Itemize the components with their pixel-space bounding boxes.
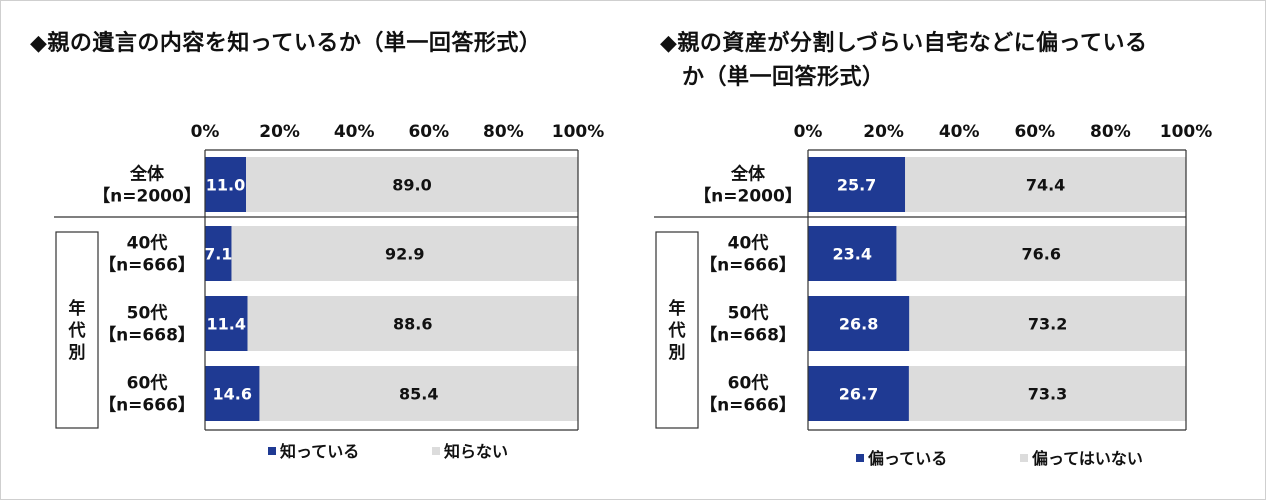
x-tick-label: 40% [939, 122, 980, 142]
group-label-char: 年 [669, 298, 686, 319]
category-sample-size: 【n=668】 [99, 325, 195, 346]
x-tick-label: 60% [408, 122, 449, 142]
legend-swatch [1020, 454, 1028, 462]
x-tick-label: 100% [1160, 122, 1213, 142]
category-label: 50代 [728, 303, 769, 324]
x-tick-label: 20% [259, 122, 300, 142]
chart-svg-right: 0% 20% 40% 60% 80% 100% 年代別 全体【n=2000】 25.7 74.4 4… [654, 122, 1213, 468]
category-sample-size: 【n=666】 [700, 255, 796, 276]
group-label-char: 代 [68, 320, 86, 341]
bar-segment [205, 157, 247, 212]
group-label-box [55, 231, 99, 429]
data-label: 88.6 [393, 315, 432, 334]
legend-swatch [268, 447, 276, 455]
category-sample-size: 【n=666】 [700, 395, 796, 416]
group-label-char: 代 [668, 320, 686, 341]
bar-segment [246, 157, 578, 212]
data-label: 26.8 [839, 315, 878, 334]
data-label: 25.7 [837, 176, 876, 195]
x-tick-label: 60% [1014, 122, 1055, 142]
data-label: 11.0 [206, 176, 245, 195]
x-tick-label: 0% [191, 122, 220, 142]
chart-title: ◆親の遺言の内容を知っているか（単一回答形式） [30, 27, 541, 61]
category-label: 60代 [127, 373, 168, 394]
bar-segment [205, 366, 260, 421]
category-label: 40代 [728, 233, 769, 254]
data-label: 73.2 [1028, 315, 1067, 334]
data-label: 85.4 [399, 385, 438, 404]
chart-title-line: か（単一回答形式） [682, 65, 885, 90]
category-label: 40代 [127, 233, 168, 254]
legend-label: 偏ってはいない [1032, 449, 1143, 468]
data-label: 76.6 [1021, 245, 1060, 264]
data-label: 89.0 [392, 176, 431, 195]
bar-segment [259, 366, 578, 421]
category-sample-size: 【n=2000】 [93, 186, 201, 207]
x-tick-label: 40% [334, 122, 375, 142]
x-tick-label: 80% [1090, 122, 1131, 142]
data-label: 23.4 [832, 245, 871, 264]
group-label-char: 別 [668, 343, 686, 363]
chart-title-line: ◆親の資産が分割しづらい自宅などに偏っている [660, 31, 1148, 56]
legend-label: 知っている [280, 442, 359, 461]
bar-segment [896, 226, 1186, 281]
chart-panel-right: ◆親の資産が分割しづらい自宅などに偏っている か（単一回答形式） 0% 20% 40… [630, 0, 1266, 500]
bar-segment [909, 296, 1186, 351]
category-sample-size: 【n=666】 [99, 255, 195, 276]
category-label: 50代 [127, 303, 168, 324]
bar-segment [908, 366, 1186, 421]
x-tick-label: 80% [483, 122, 524, 142]
data-label: 74.4 [1026, 176, 1065, 195]
category-sample-size: 【n=2000】 [694, 186, 802, 207]
bar-segment [808, 157, 906, 212]
x-tick-label: 20% [863, 122, 904, 142]
group-label: 年代別 [68, 298, 86, 363]
chart-title: ◆親の資産が分割しづらい自宅などに偏っている か（単一回答形式） [660, 27, 1148, 95]
data-label: 26.7 [839, 385, 878, 404]
data-label: 11.4 [207, 315, 246, 334]
legend-swatch [856, 454, 864, 462]
x-tick-label: 100% [552, 122, 605, 142]
chart-panel-left: ◆親の遺言の内容を知っているか（単一回答形式） 0% 20% 40% 60% 80% 10… [0, 0, 620, 500]
category-sample-size: 【n=666】 [99, 395, 195, 416]
data-label: 14.6 [212, 385, 251, 404]
group-label-box [655, 231, 699, 429]
group-label: 年代別 [668, 298, 686, 363]
data-label: 73.3 [1028, 385, 1067, 404]
category-label: 全体 [129, 164, 165, 185]
bar-segment [205, 226, 232, 281]
legend-label: 偏っている [868, 449, 947, 468]
bar-segment [905, 157, 1186, 212]
bar-segment [205, 296, 248, 351]
bar-segment [231, 226, 578, 281]
data-label: 92.9 [385, 245, 424, 264]
bar-segment [808, 366, 909, 421]
chart-svg-left: 0% 20% 40% 60% 80% 100% 年代別 全体【n=2000】 11.0 89.0 4… [54, 122, 605, 461]
group-label-char: 別 [68, 343, 86, 363]
chart-title-line: ◆親の遺言の内容を知っているか（単一回答形式） [30, 31, 542, 56]
bar-segment [247, 296, 578, 351]
bar-segment [808, 226, 897, 281]
category-sample-size: 【n=668】 [700, 325, 796, 346]
group-label-char: 年 [69, 298, 86, 319]
legend-label: 知らない [444, 442, 508, 461]
category-label: 全体 [730, 164, 766, 185]
data-label: 7.1 [204, 245, 232, 264]
x-tick-label: 0% [794, 122, 823, 142]
category-label: 60代 [728, 373, 769, 394]
bar-segment [808, 296, 910, 351]
legend-swatch [432, 447, 440, 455]
